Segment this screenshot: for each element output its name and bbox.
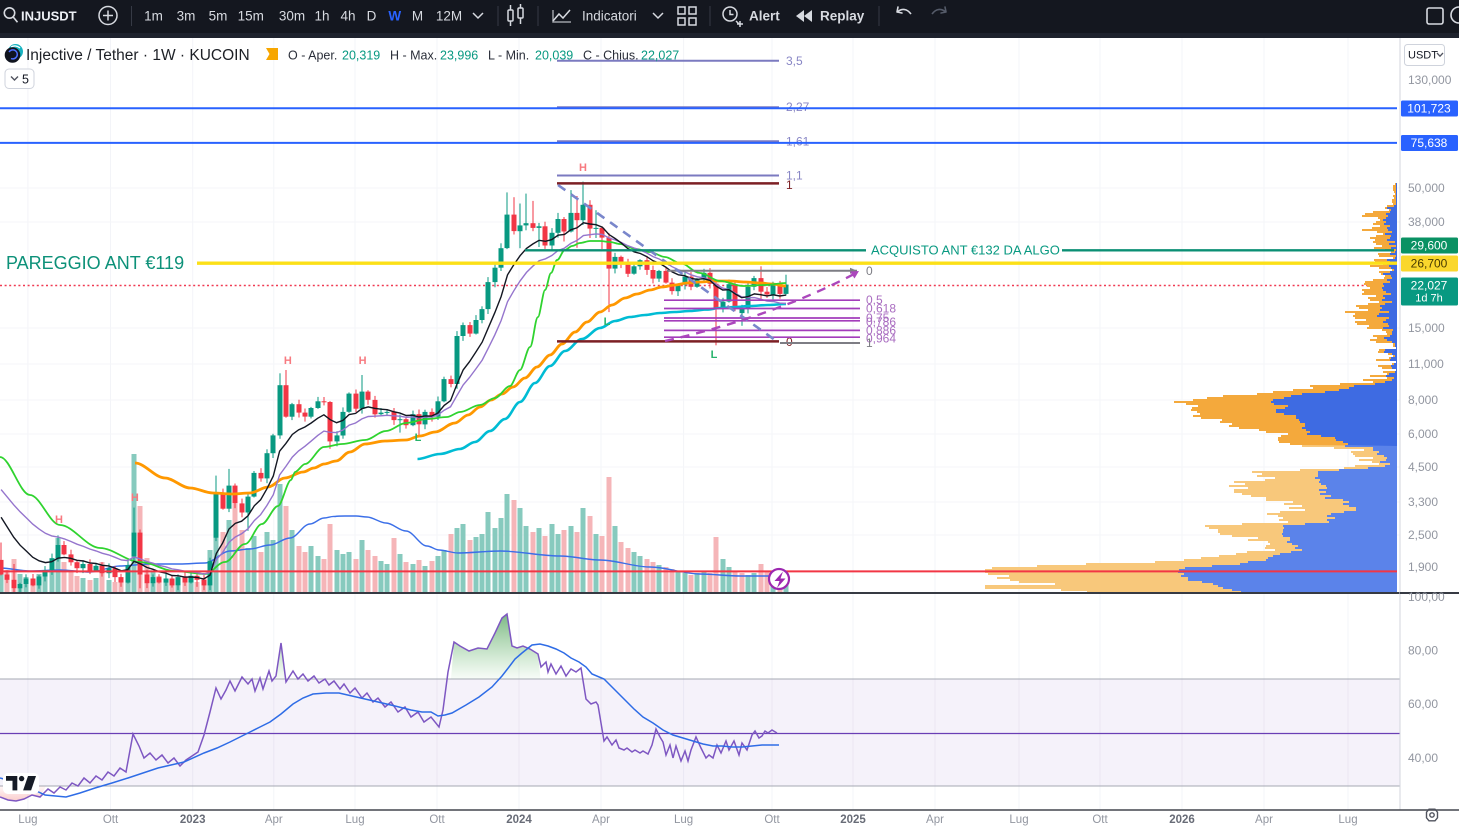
svg-text:1d 7h: 1d 7h	[1415, 293, 1443, 305]
svg-text:20,319: 20,319	[342, 49, 380, 63]
svg-text:1m: 1m	[144, 9, 163, 24]
svg-text:2024: 2024	[506, 814, 532, 826]
svg-text:75,638: 75,638	[1411, 136, 1448, 150]
svg-text:L: L	[604, 316, 611, 328]
svg-text:1,900: 1,900	[1408, 560, 1438, 574]
svg-text:1,61: 1,61	[786, 134, 810, 148]
svg-text:2026: 2026	[1169, 814, 1195, 826]
svg-text:0,5: 0,5	[866, 293, 883, 307]
svg-text:22,027: 22,027	[641, 49, 679, 63]
svg-text:W: W	[388, 9, 401, 24]
svg-text:60,00: 60,00	[1408, 697, 1438, 711]
svg-text:15,000: 15,000	[1408, 321, 1445, 335]
svg-text:USDT: USDT	[1408, 50, 1438, 62]
svg-text:Indicatori: Indicatori	[582, 9, 637, 24]
svg-text:1: 1	[786, 178, 793, 192]
svg-text:2023: 2023	[180, 814, 206, 826]
svg-text:Injective / Tether · 1W · KUCO: Injective / Tether · 1W · KUCOIN	[26, 47, 250, 64]
svg-text:23,996: 23,996	[440, 49, 478, 63]
svg-text:30m: 30m	[279, 9, 305, 24]
svg-text:3,300: 3,300	[1408, 495, 1438, 509]
svg-text:Apr: Apr	[592, 814, 610, 826]
svg-text:3m: 3m	[177, 9, 196, 24]
svg-text:H: H	[579, 162, 587, 174]
svg-text:H: H	[55, 514, 63, 526]
svg-text:ACQUISTO ANT €132 DA ALGO: ACQUISTO ANT €132 DA ALGO	[871, 243, 1060, 258]
svg-text:3,5: 3,5	[786, 54, 803, 68]
svg-text:L: L	[415, 432, 422, 444]
svg-text:0,786: 0,786	[866, 315, 896, 329]
svg-text:1h: 1h	[314, 9, 329, 24]
svg-text:5m: 5m	[209, 9, 228, 24]
svg-text:0,964: 0,964	[866, 332, 896, 346]
svg-text:1: 1	[866, 336, 873, 350]
svg-text:11,000: 11,000	[1408, 357, 1444, 371]
svg-text:4h: 4h	[340, 9, 355, 24]
svg-text:Replay: Replay	[820, 9, 865, 24]
svg-text:PAREGGIO ANT €119: PAREGGIO ANT €119	[6, 253, 184, 273]
svg-text:Ott: Ott	[103, 814, 119, 826]
svg-text:0,75: 0,75	[866, 311, 890, 325]
svg-text:8,000: 8,000	[1408, 393, 1438, 407]
svg-text:101,723: 101,723	[1407, 102, 1451, 116]
svg-text:H: H	[359, 355, 367, 367]
svg-text:80,00: 80,00	[1408, 644, 1438, 658]
svg-text:Lug: Lug	[674, 814, 693, 826]
svg-text:C - Chius.: C - Chius.	[583, 49, 639, 63]
svg-text:Ott: Ott	[429, 814, 445, 826]
svg-text:2025: 2025	[840, 814, 866, 826]
svg-text:12M: 12M	[436, 9, 462, 24]
svg-text:M: M	[412, 9, 423, 24]
svg-text:29,600: 29,600	[1411, 239, 1448, 253]
svg-text:0,886: 0,886	[866, 323, 896, 337]
svg-text:50,000: 50,000	[1408, 181, 1445, 195]
svg-text:Ott: Ott	[764, 814, 780, 826]
svg-text:Apr: Apr	[926, 814, 944, 826]
svg-text:5: 5	[22, 73, 29, 87]
svg-text:26,700: 26,700	[1411, 257, 1448, 271]
svg-text:40,00: 40,00	[1408, 751, 1438, 765]
svg-text:2,500: 2,500	[1408, 528, 1438, 542]
svg-text:H: H	[284, 355, 292, 367]
svg-text:Ott: Ott	[1092, 814, 1108, 826]
svg-text:2,27: 2,27	[786, 100, 810, 114]
svg-text:Lug: Lug	[1009, 814, 1028, 826]
svg-text:0: 0	[866, 264, 873, 278]
svg-text:H - Max.: H - Max.	[390, 49, 437, 63]
svg-text:Lug: Lug	[345, 814, 364, 826]
svg-text:D: D	[367, 9, 377, 24]
svg-text:L - Min.: L - Min.	[488, 49, 529, 63]
svg-text:22,027: 22,027	[1411, 279, 1448, 293]
svg-text:INJUSDT: INJUSDT	[21, 9, 77, 24]
svg-text:Alert: Alert	[749, 9, 780, 24]
svg-text:Lug: Lug	[18, 814, 37, 826]
svg-text:H: H	[131, 492, 139, 504]
svg-text:6,000: 6,000	[1408, 427, 1438, 441]
svg-text:100,00: 100,00	[1408, 590, 1445, 604]
svg-text:Lug: Lug	[1338, 814, 1357, 826]
svg-text:38,000: 38,000	[1408, 215, 1445, 229]
svg-text:Apr: Apr	[1255, 814, 1273, 826]
svg-text:130,000: 130,000	[1408, 73, 1452, 87]
svg-text:Apr: Apr	[265, 814, 283, 826]
svg-text:O - Aper.: O - Aper.	[288, 49, 337, 63]
svg-text:0,618: 0,618	[866, 302, 896, 316]
svg-text:L: L	[711, 349, 718, 361]
svg-text:15m: 15m	[238, 9, 264, 24]
svg-text:1,1: 1,1	[786, 169, 803, 183]
svg-text:20,039: 20,039	[535, 49, 573, 63]
svg-text:4,500: 4,500	[1408, 460, 1438, 474]
